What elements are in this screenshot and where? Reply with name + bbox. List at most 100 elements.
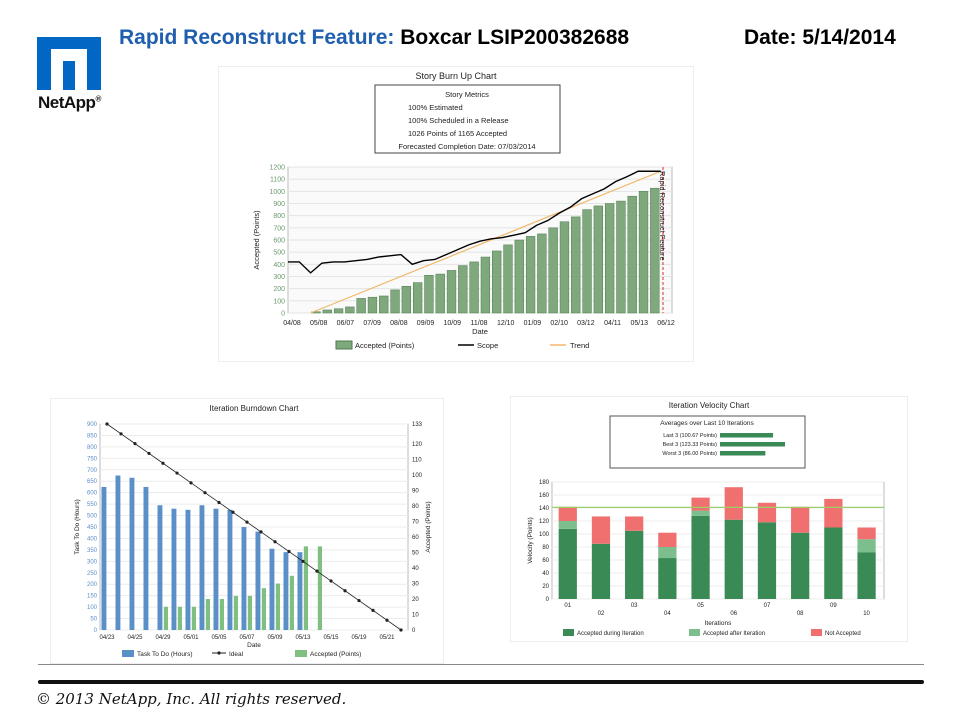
velocity-xtick-3: 04 (664, 611, 671, 617)
burndown-todo-bar-2 (129, 477, 135, 630)
burndown-y2label: Accepted (Points) (425, 501, 432, 552)
burndown-ideal-point-16 (329, 579, 333, 583)
burnup-bar-14 (469, 261, 479, 314)
burnup-bar-15 (480, 256, 491, 314)
burnup-xtick-10: 02/10 (550, 320, 568, 327)
velocity-xtick-2: 03 (631, 603, 638, 609)
logo-text: NetApp® (38, 93, 101, 112)
burnup-xtick-11: 03/12 (577, 320, 595, 327)
burndown-xtick-9: 05/19 (351, 635, 367, 641)
burndown-accepted-bar-8 (219, 599, 224, 630)
burndown-ideal-point-10 (245, 520, 249, 524)
burnup-bar-26 (604, 203, 615, 314)
burndown-ideal-point-11 (259, 530, 263, 534)
burndown-accepted-bar-4 (163, 606, 168, 630)
burnup-bar-16 (492, 250, 502, 314)
velocity-bar-during-1 (591, 543, 611, 599)
burnup-xtick-9: 01/09 (524, 320, 542, 327)
velocity-bar-during-3 (658, 558, 677, 599)
burndown-todo-bar-4 (157, 505, 163, 630)
velocity-chart: Iteration Velocity Chart Averages over La… (510, 396, 908, 642)
burndown-xlabel: Date (247, 642, 261, 649)
velocity-average-bar-0 (720, 433, 774, 438)
footer-divider (38, 680, 924, 684)
burndown-legend-todo-swatch (122, 650, 134, 657)
burndown-todo-bar-12 (269, 548, 275, 630)
velocity-averages-title: Averages over Last 10 Iterations (660, 420, 754, 427)
burndown-accepted-bar-13 (289, 575, 294, 630)
burnup-ytick-7: 700 (273, 225, 285, 232)
burndown-y2tick-9: 90 (412, 489, 419, 495)
burndown-xtick-4: 05/05 (211, 635, 227, 641)
burndown-todo-bar-6 (185, 509, 191, 630)
velocity-xtick-8: 09 (830, 603, 837, 609)
copyright: © 2013 NetApp, Inc. All rights reserved. (36, 690, 347, 708)
burnup-bar-8 (401, 285, 411, 314)
burnup-xtick-3: 07/09 (363, 320, 381, 327)
velocity-xtick-6: 07 (764, 603, 771, 609)
burnup-bar-30 (650, 187, 660, 314)
velocity-bar-not-7 (791, 506, 810, 533)
burndown-todo-bar-10 (241, 527, 247, 630)
burndown-ytick-18: 900 (87, 422, 98, 428)
burndown-ytick-4: 200 (87, 582, 98, 588)
burndown-y2tick-7: 70 (412, 520, 419, 526)
burnup-bar-6 (379, 295, 389, 314)
burnup-ytick-4: 400 (273, 262, 285, 269)
burndown-ideal-line (106, 423, 402, 631)
burnup-legend-accepted-swatch (335, 340, 353, 350)
burnup-ytick-10: 1000 (269, 189, 285, 196)
burndown-ideal-point-12 (273, 540, 277, 544)
velocity-bar-during-4 (691, 515, 710, 599)
burnup-metric-2: 1026 Points of 1165 Accepted (408, 129, 507, 138)
velocity-bar-during-0 (558, 528, 577, 599)
burnup-ytick-0: 0 (281, 311, 285, 318)
burnup-legend-trend: Trend (570, 341, 589, 350)
burndown-xtick-3: 05/01 (183, 635, 199, 641)
velocity-bar-after-4 (691, 510, 710, 516)
burndown-legend-ideal-dot (217, 651, 221, 655)
burnup-ytick-3: 300 (273, 274, 285, 281)
burnup-legend-accepted: Accepted (Points) (355, 341, 415, 350)
title-boxcar: Boxcar LSIP200382688 (400, 26, 630, 49)
burndown-ytick-13: 650 (87, 479, 98, 485)
velocity-legend-not-swatch (811, 629, 822, 636)
burndown-ideal-point-5 (175, 471, 179, 475)
burndown-todo-bar-1 (115, 475, 121, 630)
burndown-ideal-point-6 (189, 481, 193, 485)
burndown-todo-bar-9 (227, 509, 233, 630)
burnup-bar-19 (525, 236, 536, 314)
velocity-bar-not-0 (558, 506, 577, 521)
velocity-bar-during-8 (824, 527, 843, 599)
burndown-ideal-point-8 (217, 500, 221, 505)
burndown-y2tick-11: 110 (412, 458, 422, 464)
burndown-todo-bar-11 (255, 531, 261, 630)
burnup-metric-0: 100% Estimated (408, 103, 463, 112)
velocity-chart-panel: Iteration Velocity Chart Averages over La… (510, 396, 908, 642)
velocity-bar-not-8 (824, 498, 843, 528)
burndown-ideal-point-7 (203, 491, 207, 495)
burnup-metrics-box (374, 84, 561, 154)
burnup-bar-1 (322, 309, 332, 314)
burndown-title: Iteration Burndown Chart (210, 404, 300, 413)
burnup-bar-13 (458, 265, 468, 314)
burndown-y2tick-8: 80 (412, 504, 419, 510)
burndown-ytick-1: 50 (90, 617, 97, 623)
burnup-ytick-2: 200 (273, 286, 285, 293)
velocity-bar-not-6 (757, 502, 777, 523)
velocity-average-label-1: Best 3 (123.33 Points) (663, 442, 718, 448)
burnup-title: Story Burn Up Chart (415, 71, 497, 81)
burndown-xtick-1: 04/25 (127, 635, 143, 641)
burnup-marker-label: Rapid Reconstruct Feature (658, 171, 667, 261)
velocity-bar-during-9 (857, 552, 876, 599)
velocity-bar-not-4 (691, 497, 710, 511)
burndown-y2tick-5: 50 (412, 551, 419, 557)
burndown-ytick-17: 850 (87, 433, 98, 439)
burnup-xtick-13: 05/13 (631, 320, 649, 327)
burndown-todo-bar-3 (143, 486, 149, 630)
burnup-ylabel: Accepted (Points) (252, 210, 261, 270)
burnup-xtick-1: 05/08 (310, 320, 328, 327)
burndown-y2tick-0: 0 (412, 628, 416, 634)
burndown-ytick-7: 350 (87, 548, 98, 554)
burndown-legend-accepted-swatch (295, 650, 307, 657)
